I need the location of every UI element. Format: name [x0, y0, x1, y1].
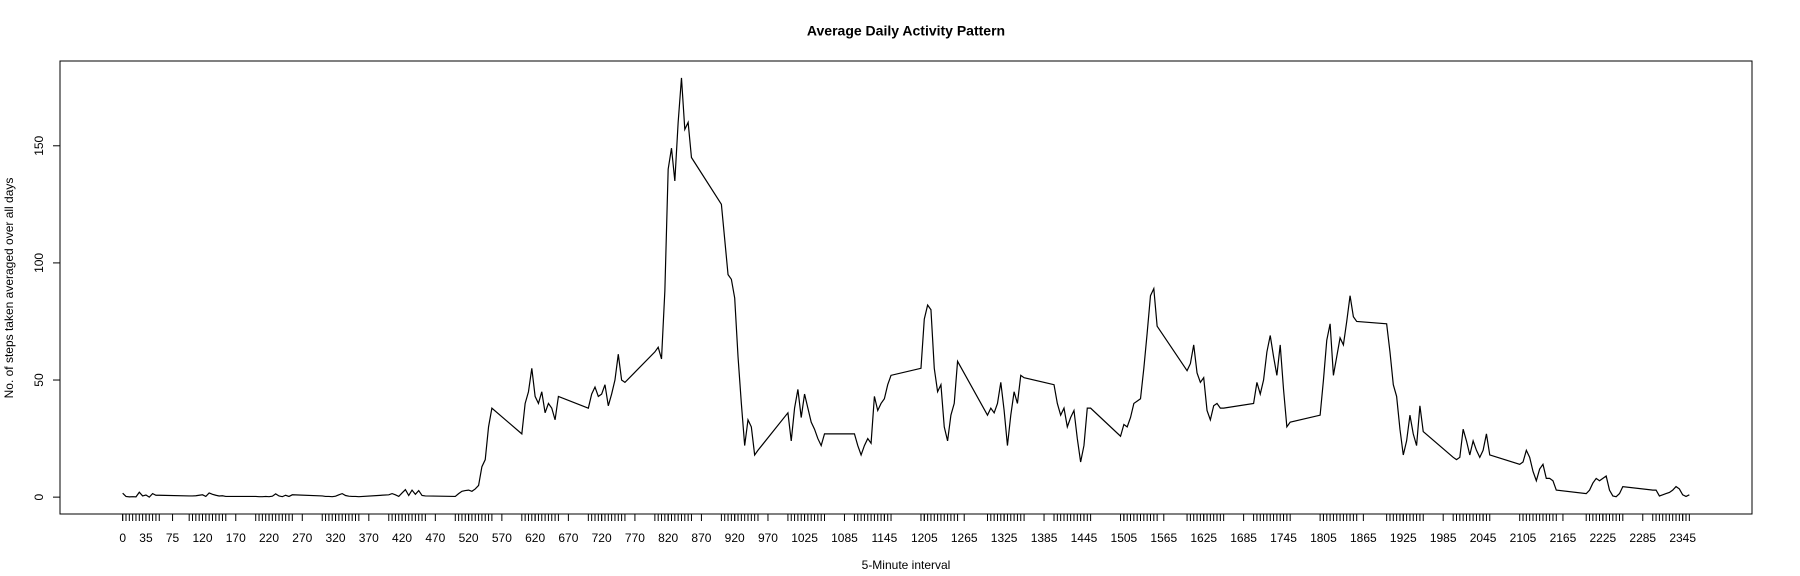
chart-title: Average Daily Activity Pattern	[807, 23, 1005, 39]
x-tick-label: 120	[192, 531, 212, 545]
x-tick-label: 770	[625, 531, 645, 545]
x-tick-label: 2225	[1589, 531, 1616, 545]
x-tick-label: 1925	[1390, 531, 1417, 545]
x-tick-label: 420	[392, 531, 412, 545]
x-tick-label: 1385	[1031, 531, 1058, 545]
x-tick-label: 970	[758, 531, 778, 545]
x-tick-label: 1205	[911, 531, 938, 545]
x-tick-label: 1085	[831, 531, 858, 545]
x-tick-label: 670	[558, 531, 578, 545]
x-tick-label: 2345	[1669, 531, 1696, 545]
x-axis-label: 5-Minute interval	[862, 558, 951, 572]
x-tick-label: 1685	[1230, 531, 1257, 545]
x-tick-label: 1145	[871, 531, 897, 545]
x-tick-label: 35	[139, 531, 153, 545]
x-tick-label: 470	[425, 531, 445, 545]
y-tick-label: 150	[32, 135, 46, 155]
x-tick-label: 1325	[991, 531, 1018, 545]
x-tick-label: 920	[725, 531, 745, 545]
plot-frame	[59, 60, 1753, 515]
x-tick-label: 1565	[1150, 531, 1177, 545]
x-tick-label: 270	[292, 531, 312, 545]
x-tick-label: 570	[492, 531, 512, 545]
x-tick-label: 720	[592, 531, 612, 545]
y-tick-label: 50	[32, 373, 46, 387]
x-tick-label: 820	[658, 531, 678, 545]
x-tick-label: 1445	[1071, 531, 1098, 545]
x-tick-label: 2165	[1550, 531, 1577, 545]
x-tick-label: 170	[226, 531, 246, 545]
x-tick-label: 0	[119, 531, 126, 545]
x-tick-label: 370	[359, 531, 379, 545]
x-tick-label: 620	[525, 531, 545, 545]
x-tick-label: 75	[166, 531, 180, 545]
x-tick-label: 1625	[1190, 531, 1217, 545]
x-tick-label: 2045	[1470, 531, 1497, 545]
y-tick-label: 0	[32, 493, 46, 500]
y-axis-label: No. of steps taken averaged over all day…	[2, 178, 16, 399]
x-tick-label: 1025	[791, 531, 818, 545]
x-tick-label: 2285	[1629, 531, 1656, 545]
x-tick-label: 1865	[1350, 531, 1377, 545]
x-tick-label: 2105	[1510, 531, 1537, 545]
x-tick-label: 320	[326, 531, 346, 545]
x-tick-label: 1805	[1310, 531, 1337, 545]
y-tick-label: 100	[32, 253, 46, 273]
x-tick-label: 1745	[1270, 531, 1297, 545]
x-tick-label: 1985	[1430, 531, 1457, 545]
data-line	[122, 77, 1690, 498]
x-tick-label: 1265	[951, 531, 978, 545]
x-tick-label: 520	[459, 531, 479, 545]
x-tick-label: 1505	[1111, 531, 1138, 545]
x-tick-label: 220	[259, 531, 279, 545]
x-tick-label: 870	[691, 531, 711, 545]
